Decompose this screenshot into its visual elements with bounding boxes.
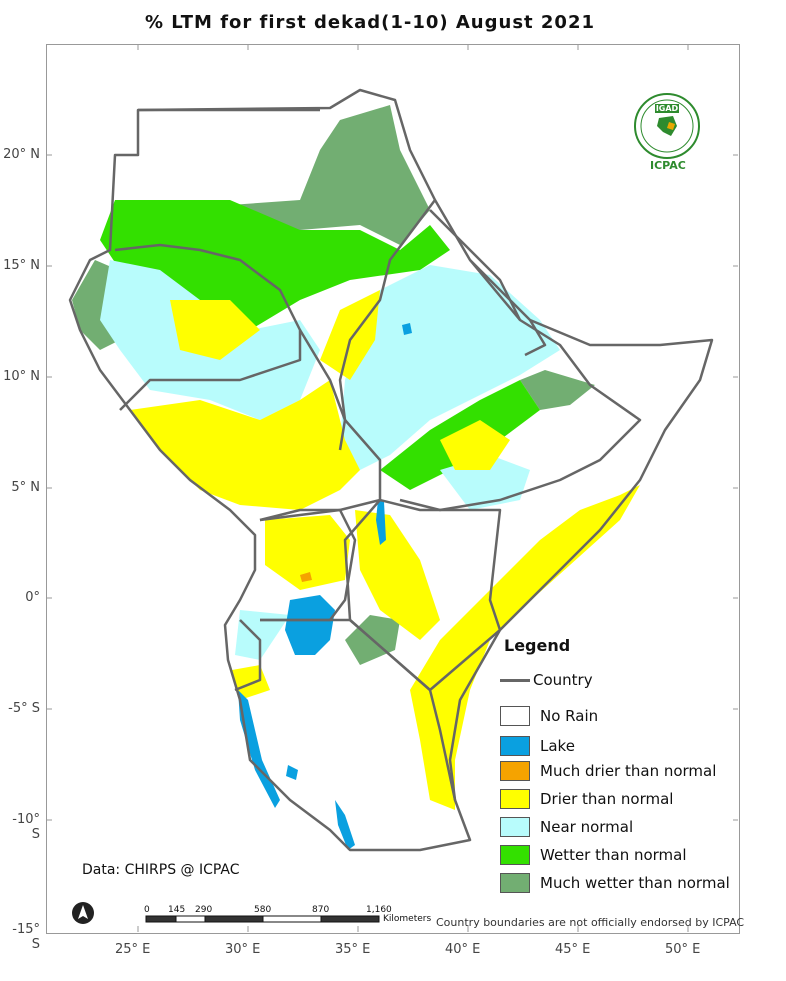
scale-tick-label: 0	[144, 905, 150, 915]
lat-label: -5° S	[8, 701, 40, 716]
scale-bar	[145, 915, 380, 923]
scale-tick-label: 580	[254, 905, 272, 915]
country-boundary-ethiopia-somalia	[399, 259, 642, 512]
lon-label: 45° E	[555, 942, 591, 957]
lake-victoria	[285, 595, 335, 655]
lat-label: 15° N	[3, 258, 40, 273]
scale-tick-label: 145	[168, 905, 186, 915]
legend-item-much-drier: Much drier than normal	[500, 761, 716, 781]
map-title: % LTM for first dekad(1-10) August 2021	[144, 12, 596, 33]
legend-title: Legend	[504, 636, 571, 655]
lat-label: 20° N	[3, 147, 40, 162]
lake-tana	[402, 323, 412, 335]
legend-label: Country	[533, 671, 593, 689]
region-drier-ethiopia	[440, 420, 510, 470]
region-drier-sudan-east	[320, 290, 380, 380]
logo-top-text: IGAD	[656, 104, 679, 113]
legend-swatch	[500, 845, 530, 865]
logo-bottom-text: ICPAC	[650, 159, 686, 172]
region-drier-coast	[410, 485, 640, 810]
legend-item-much-wetter: Much wetter than normal	[500, 873, 730, 893]
region-much-drier	[300, 572, 312, 582]
lat-label: 0°	[25, 590, 40, 605]
country-line-swatch	[500, 678, 530, 682]
lat-label: 10° N	[3, 369, 40, 384]
lon-label: 30° E	[225, 942, 261, 957]
scale-tick-label: 870	[312, 905, 330, 915]
region-much-wetter-north	[230, 105, 430, 245]
scale-tick-label: 1,160	[366, 905, 392, 915]
region-near-normal-tanzania	[235, 610, 290, 660]
data-source: Data: CHIRPS @ ICPAC	[82, 862, 240, 878]
legend-swatch	[500, 706, 530, 726]
legend-swatch	[500, 873, 530, 893]
region-drier-chad	[170, 300, 260, 360]
country-boundary-outline	[68, 88, 714, 852]
lon-label: 25° E	[115, 942, 151, 957]
legend-item-no-rain: No Rain	[500, 706, 598, 726]
country-boundary-rwanda-burundi	[234, 619, 262, 692]
legend-label: Drier than normal	[540, 790, 674, 808]
scale-unit: Kilometers	[383, 914, 432, 924]
legend-label: No Rain	[540, 707, 599, 725]
map-canvas: IGAD	[46, 44, 738, 932]
country-boundary-eritrea	[429, 209, 522, 321]
region-near-normal-sudan	[340, 265, 560, 470]
legend-label: Wetter than normal	[540, 846, 687, 864]
north-arrow-icon	[72, 902, 94, 924]
legend-swatch	[500, 789, 530, 809]
legend-item-lake: Lake	[500, 736, 575, 756]
legend-item-near-normal: Near normal	[500, 817, 633, 837]
lake-rukwa	[286, 765, 298, 780]
scale-tick-label: 290	[195, 905, 213, 915]
legend-label: Near normal	[540, 818, 634, 836]
igad-logo: IGAD	[634, 93, 700, 159]
legend-swatch	[500, 761, 530, 781]
legend-swatch	[500, 817, 530, 837]
lake-turkana	[376, 500, 386, 545]
lon-label: 40° E	[445, 942, 481, 957]
lon-label: 35° E	[335, 942, 371, 957]
legend-label: Much wetter than normal	[540, 874, 730, 892]
country-boundary-south-sudan	[259, 329, 382, 522]
region-much-wetter-ethiopia	[520, 370, 595, 410]
legend-swatch	[500, 736, 530, 756]
lake-malawi	[335, 800, 355, 850]
lat-label: 5° N	[11, 480, 40, 495]
region-drier-kenya	[355, 510, 440, 640]
disclaimer: Country boundaries are not officially en…	[436, 916, 745, 929]
country-boundary-tanzania	[260, 618, 457, 801]
legend-label: Lake	[540, 737, 575, 755]
region-drier-uganda	[265, 515, 350, 590]
legend-label: Much drier than normal	[540, 762, 717, 780]
legend-item-country: Country	[500, 671, 593, 689]
country-boundary-kenya	[343, 498, 502, 692]
lat-label: -10° S	[12, 812, 40, 842]
country-boundary-djibouti	[524, 319, 547, 357]
legend-item-wetter: Wetter than normal	[500, 845, 687, 865]
lat-label: -15° S	[12, 922, 40, 952]
legend-item-drier: Drier than normal	[500, 789, 673, 809]
lon-label: 50° E	[665, 942, 701, 957]
